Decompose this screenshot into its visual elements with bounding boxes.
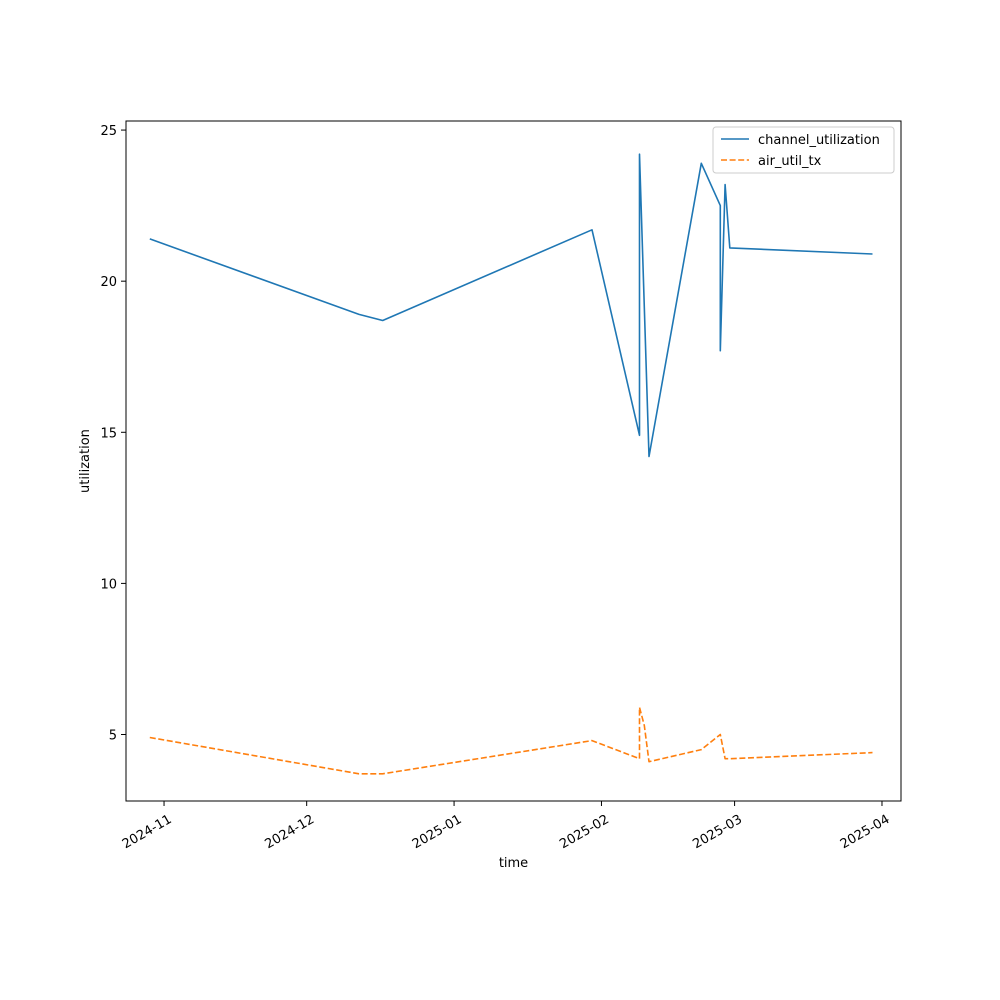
y-tick-label: 20 — [100, 275, 117, 290]
y-tick-label: 5 — [109, 729, 117, 744]
y-axis-label: utilization — [78, 429, 93, 493]
y-tick-label: 15 — [100, 426, 117, 441]
legend: channel_utilization air_util_tx — [712, 126, 895, 174]
x-axis-label: time — [499, 856, 528, 871]
series-line-air-util-tx — [149, 706, 873, 775]
y-tick-label: 10 — [100, 577, 117, 592]
plot-area-frame — [125, 120, 902, 802]
legend-box — [712, 126, 895, 174]
legend-label: channel_utilization — [758, 133, 880, 148]
series-layer — [149, 153, 873, 775]
y-axis-ticks: 5 10 15 20 25 — [100, 124, 126, 744]
legend-label: air_util_tx — [758, 154, 822, 169]
series-line-channel-utilization — [149, 153, 873, 458]
y-tick-label: 25 — [100, 124, 117, 139]
